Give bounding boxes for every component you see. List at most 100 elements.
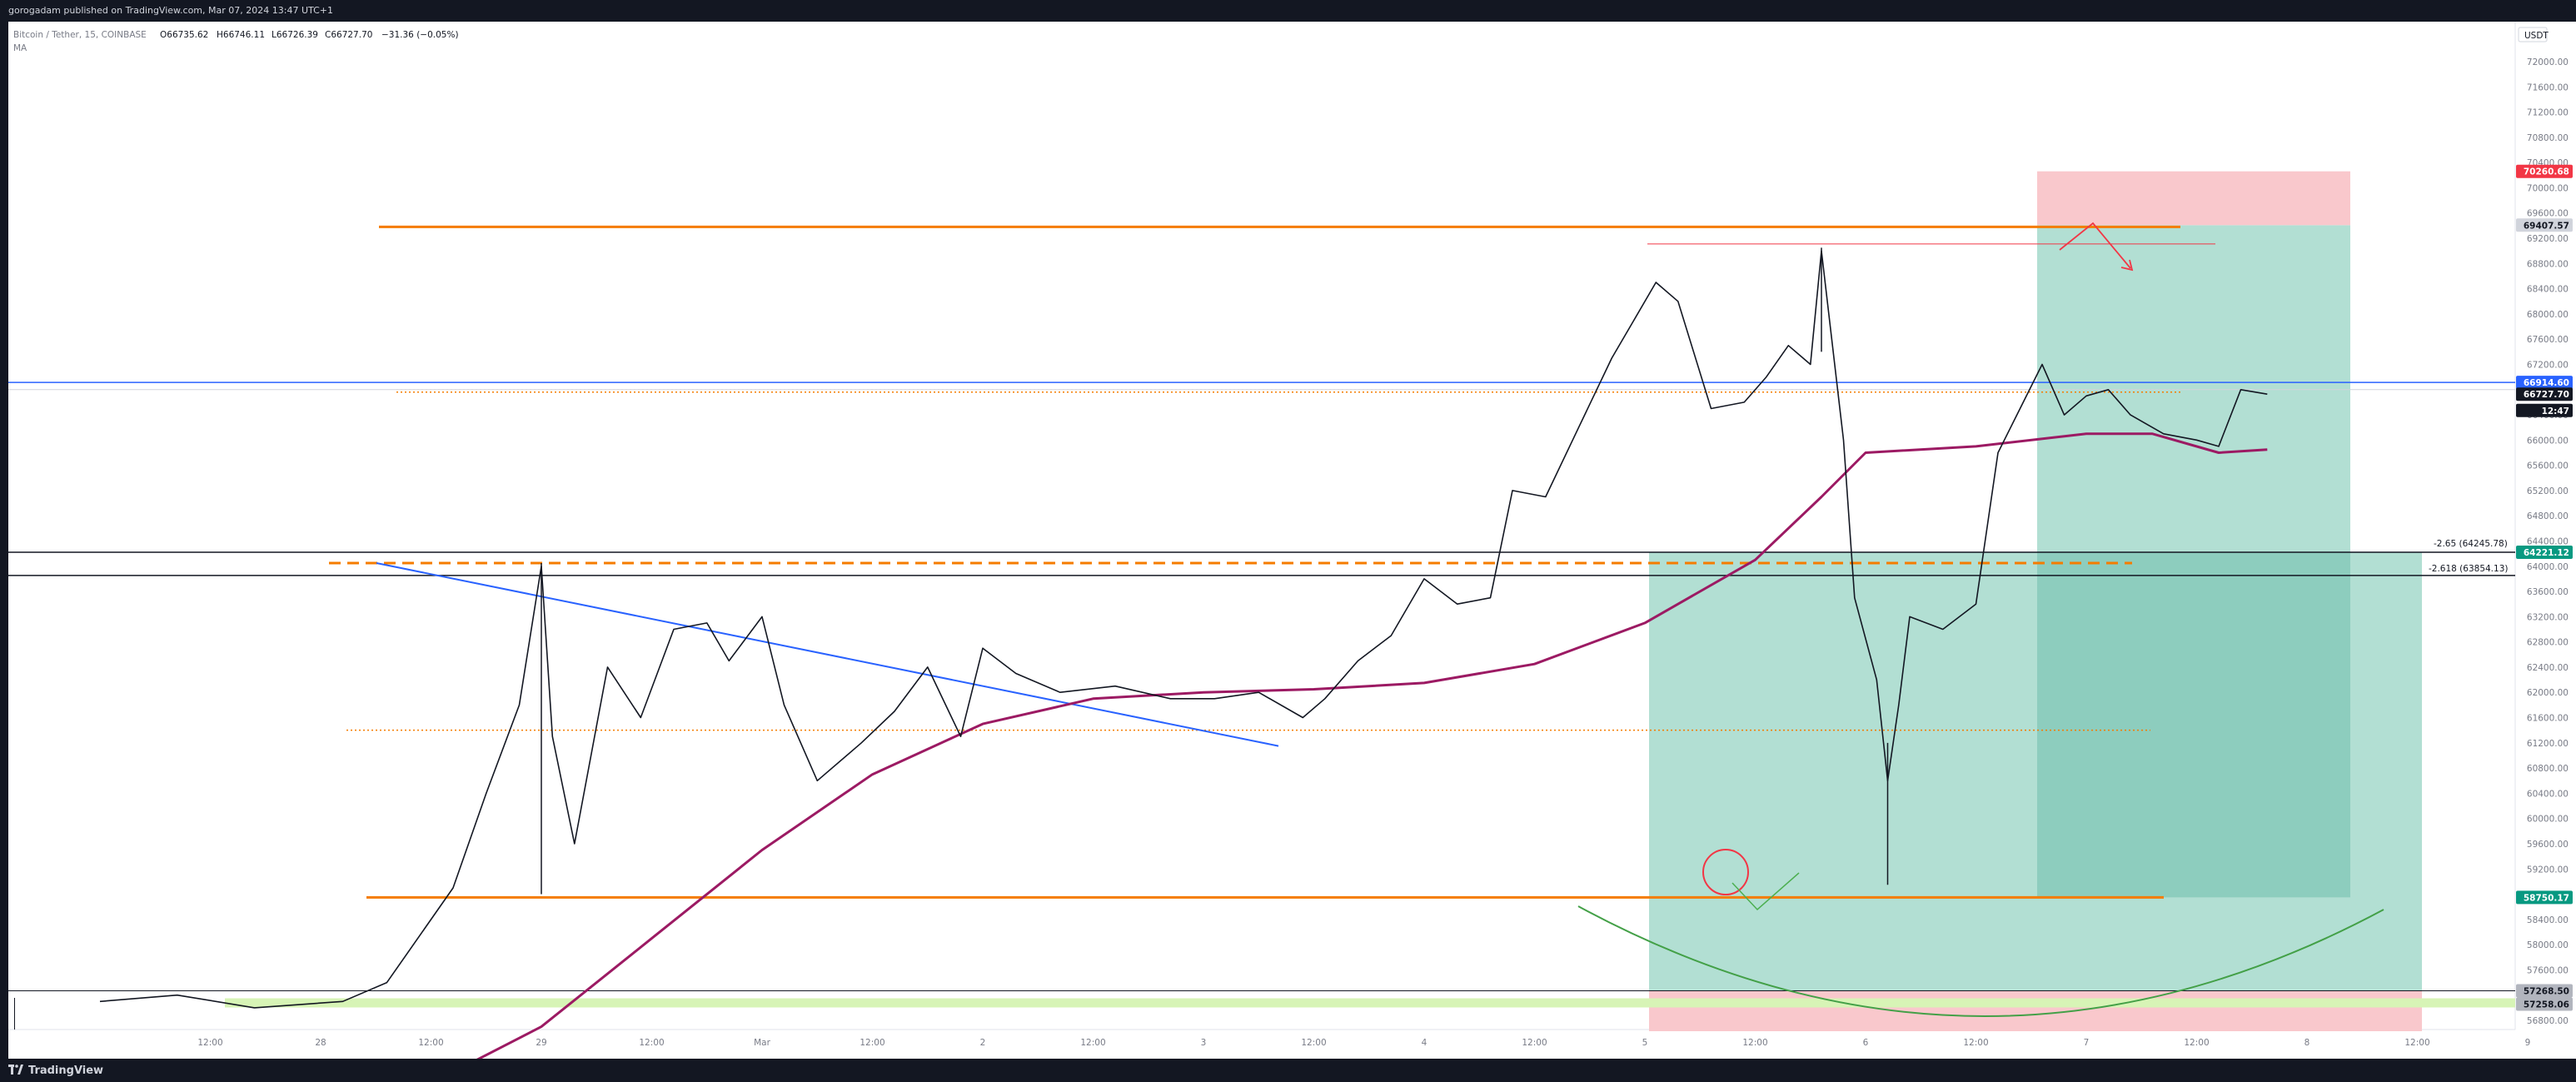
- moving-average: [431, 432, 2268, 1082]
- price-series: [99, 250, 2268, 1009]
- price-tick: 58400.00: [2527, 915, 2569, 925]
- price-label-box: [2516, 164, 2573, 178]
- currency-label: USDT: [2524, 31, 2549, 41]
- price-label-text: 57268.50: [2524, 987, 2569, 997]
- fib-label-1: -2.65 (64245.78): [2434, 539, 2508, 549]
- price-tick: 66000.00: [2527, 436, 2569, 446]
- drawing-lines: [8, 225, 2515, 992]
- bottom-bar: TradingView: [0, 1059, 2576, 1082]
- price-label-text: 64221.12: [2524, 548, 2569, 558]
- price-tick: 71600.00: [2527, 82, 2569, 92]
- price-tick: 68800.00: [2527, 259, 2569, 269]
- price-tick: 62000.00: [2527, 688, 2569, 698]
- price-label-box: [2516, 984, 2573, 998]
- price-label-box: [2516, 387, 2573, 401]
- price-label-text: 69407.57: [2524, 221, 2569, 231]
- descending-trendline: [376, 562, 1279, 747]
- ma-indicator-label: MA: [13, 43, 27, 53]
- time-axis: 12:00 28 12:00 29 12:00 Mar 12:00 2 12:00 3 12:00 4…: [197, 1038, 2530, 1048]
- time-tick: 12:00: [2404, 1038, 2429, 1048]
- fib-label-2: -2.618 (63854.13): [2429, 564, 2508, 574]
- time-tick: 28: [315, 1038, 326, 1048]
- price-tick: 64000.00: [2527, 562, 2569, 572]
- short-profit-zone: [2037, 225, 2350, 553]
- price-tick: 60800.00: [2527, 764, 2569, 774]
- currency-box[interactable]: [2518, 27, 2548, 42]
- price-label-text: 58750.17: [2524, 893, 2569, 903]
- price-label-box: [2516, 997, 2573, 1011]
- price-tick: 64800.00: [2527, 511, 2569, 521]
- time-tick: 7: [2084, 1038, 2090, 1048]
- price-tick: 63200.00: [2527, 612, 2569, 622]
- price-tick: 70800.00: [2527, 133, 2569, 143]
- time-tick: 12:00: [197, 1038, 222, 1048]
- overlap-zone: [2037, 552, 2350, 898]
- price-tick: 65600.00: [2527, 461, 2569, 471]
- bounce-arrow: [1731, 872, 1800, 911]
- ohlc-low: L66726.39: [272, 30, 318, 40]
- time-tick: 8: [2304, 1038, 2310, 1048]
- price-tick: 59200.00: [2527, 865, 2569, 875]
- price-label-text: 57258.06: [2524, 1000, 2569, 1010]
- ohlc-open: O66735.62: [160, 30, 208, 40]
- price-tick: 63600.00: [2527, 587, 2569, 597]
- time-tick: 12:00: [1963, 1038, 1988, 1048]
- price-label-box: [2516, 376, 2573, 390]
- short-stop-zone: [2037, 171, 2350, 226]
- price-label-box: [2516, 218, 2573, 232]
- price-line: [99, 247, 2268, 1009]
- price-tick: 60400.00: [2527, 789, 2569, 799]
- time-tick: 5: [1642, 1038, 1648, 1048]
- price-tick: 62400.00: [2527, 663, 2569, 673]
- publish-info: gorogadam published on TradingView.com, …: [8, 5, 333, 16]
- price-label-text: 70260.68: [2524, 167, 2569, 177]
- ma-line: [431, 432, 2268, 1082]
- time-tick: 9: [2525, 1038, 2531, 1048]
- reversal-arrow: [2059, 222, 2131, 269]
- left-edge-marker: [14, 998, 15, 1030]
- ohlc-change: −31.36 (−0.05%): [381, 30, 459, 40]
- annotation-shapes: [14, 222, 2384, 1030]
- time-tick: 12:00: [2184, 1038, 2209, 1048]
- chart-legend: Bitcoin / Tether, 15, COINBASE O66735.62…: [13, 30, 459, 53]
- price-tick: 70000.00: [2527, 183, 2569, 193]
- price-tick: 68400.00: [2527, 285, 2569, 295]
- price-tick: 69200.00: [2527, 234, 2569, 244]
- price-tick: 56800.00: [2527, 1016, 2569, 1026]
- ohlc-high: H66746.11: [217, 30, 265, 40]
- time-tick: 3: [1201, 1038, 1207, 1048]
- top-bar: gorogadam published on TradingView.com, …: [0, 0, 2576, 22]
- time-tick: 12:00: [1522, 1038, 1547, 1048]
- price-tick: 67200.00: [2527, 360, 2569, 370]
- time-tick: 2: [980, 1038, 986, 1048]
- time-tick: 4: [1422, 1038, 1428, 1048]
- price-tick: 61600.00: [2527, 714, 2569, 724]
- price-label-text: 12:47: [2542, 406, 2569, 416]
- price-tick: 58000.00: [2527, 940, 2569, 950]
- reversal-arrowhead: [2120, 259, 2134, 272]
- price-label-box: [2516, 546, 2573, 560]
- ohlc-close: C66727.70: [325, 30, 372, 40]
- support-band: [225, 998, 2515, 1008]
- time-tick: 12:00: [1080, 1038, 1105, 1048]
- price-tick: 62800.00: [2527, 638, 2569, 648]
- price-axis-background: [2515, 22, 2576, 1059]
- price-tick: 57600.00: [2527, 965, 2569, 975]
- brand-name: TradingView: [28, 1065, 104, 1077]
- price-tick: 61200.00: [2527, 739, 2569, 749]
- time-tick: 12:00: [1742, 1038, 1767, 1048]
- low-circle: [1702, 849, 1749, 896]
- price-tick: 71200.00: [2527, 108, 2569, 118]
- price-tick: 67600.00: [2527, 335, 2569, 345]
- price-axis: 72000.0071600.0071200.0070800.0070400.00…: [2527, 57, 2569, 1026]
- price-labels: 70260.68 69407.57 66914.60 66727.70 12:47 642…: [2516, 164, 2573, 1011]
- price-tick: 60000.00: [2527, 815, 2569, 825]
- time-tick: 6: [1863, 1038, 1869, 1048]
- price-tick: 65200.00: [2527, 486, 2569, 496]
- price-tick: 68000.00: [2527, 310, 2569, 320]
- tradingview-logo[interactable]: TradingView: [8, 1065, 103, 1077]
- price-tick: 59600.00: [2527, 840, 2569, 850]
- time-tick: 12:00: [418, 1038, 443, 1048]
- price-tick: 69600.00: [2527, 209, 2569, 219]
